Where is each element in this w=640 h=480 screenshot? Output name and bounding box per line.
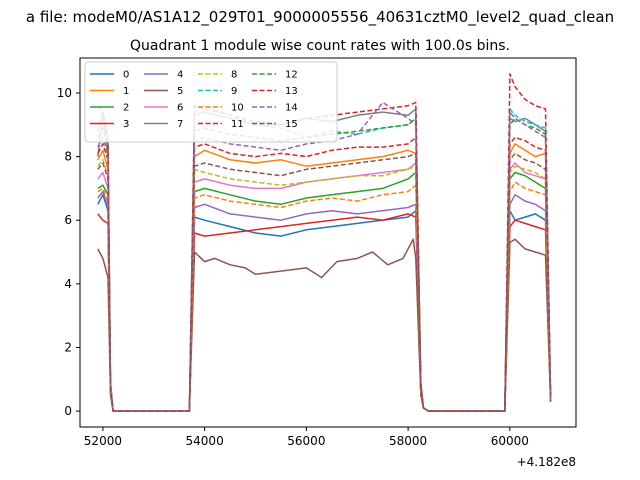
legend-label-13: 13 [285,86,298,97]
legend-label-2: 2 [123,103,129,114]
x-tick-label: 52000 [84,434,122,448]
series-layer [97,73,552,412]
legend-box [84,61,338,143]
y-axis: 0 2 4 6 8 10 [57,86,80,418]
legend-label-8: 8 [231,70,237,81]
legend-label-6: 6 [177,103,183,114]
legend-label-9: 9 [231,86,237,97]
legend-label-4: 4 [177,70,183,81]
legend-label-10: 10 [231,103,244,114]
series-line-11 [97,136,552,412]
legend-label-7: 7 [177,119,183,130]
legend-label-3: 3 [123,119,129,130]
y-tick-label: 0 [64,404,72,418]
x-axis: 52000 54000 56000 58000 60000 [84,427,529,448]
legend-label-12: 12 [285,70,298,81]
y-tick-label: 8 [64,150,72,164]
legend-label-15: 15 [285,119,298,130]
legend-label-14: 14 [285,103,298,114]
x-tick-label: 54000 [186,434,224,448]
x-axis-offset-label: +4.182e8 [517,455,576,469]
series-line-14 [97,101,552,412]
series-line-15 [97,152,552,412]
legend-label-0: 0 [123,70,129,81]
legend-label-1: 1 [123,86,129,97]
figure-title: a file: modeM0/AS1A12_029T01_9000005556_… [26,8,614,27]
x-tick-label: 58000 [389,434,427,448]
x-tick-label: 56000 [287,434,325,448]
chart-title: Quadrant 1 module wise count rates with … [130,38,510,54]
axes-frame [79,57,577,428]
y-tick-label: 10 [57,86,72,100]
legend-label-5: 5 [177,86,183,97]
y-tick-label: 2 [64,340,72,354]
legend-label-11: 11 [231,119,244,130]
x-tick-label: 60000 [491,434,529,448]
y-tick-label: 4 [64,277,72,291]
y-tick-label: 6 [64,213,72,227]
